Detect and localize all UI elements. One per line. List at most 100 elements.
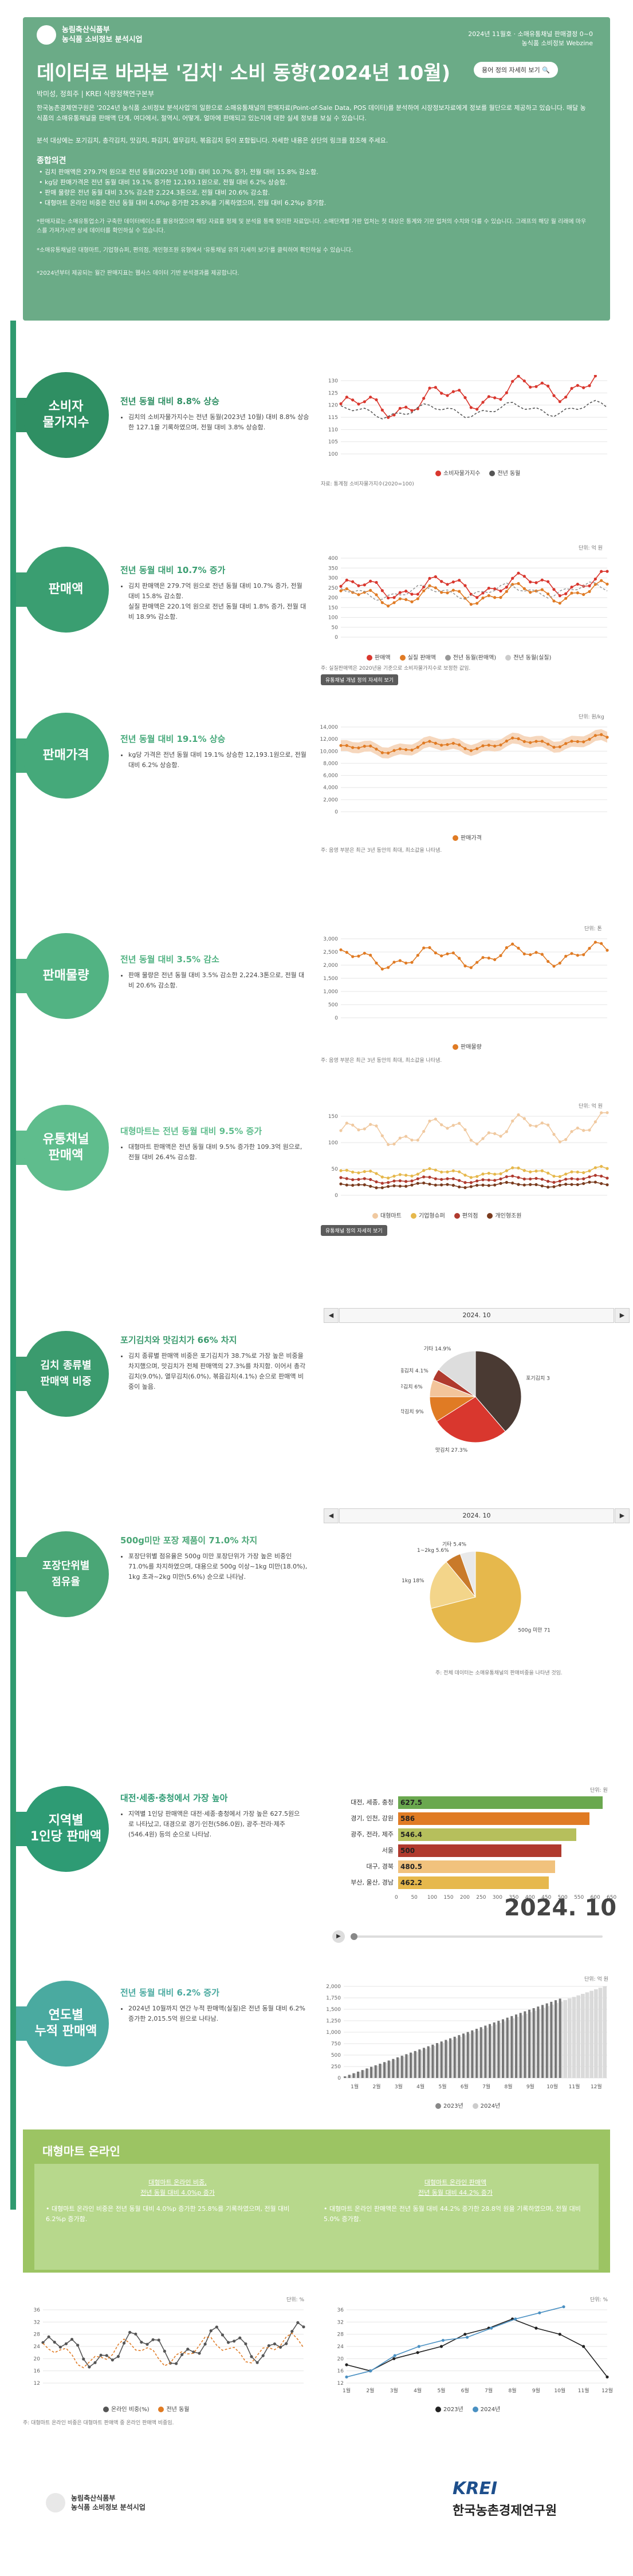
slider-handle[interactable] — [351, 1933, 357, 1940]
bar-2024 — [396, 2057, 399, 2078]
data-point — [267, 2344, 270, 2348]
data-point — [564, 596, 568, 600]
data-point — [582, 1182, 585, 1186]
bar-2023 — [581, 1994, 585, 2078]
price-chart[interactable]: 0 2,000 4,000 6,000 8,000 10,000 12,000 14,000 — [315, 721, 613, 824]
data-point — [434, 1117, 437, 1121]
y-tick-label: 110 — [328, 427, 338, 433]
data-point — [398, 597, 402, 600]
sales-chart[interactable]: 0 50 100 150 200 250 300 350 400 — [315, 552, 613, 650]
data-point — [339, 1129, 343, 1132]
region-label: 대전, 세종, 충청 — [351, 1799, 394, 1806]
data-point — [606, 1176, 609, 1180]
region-bar[interactable]: 586 — [398, 1812, 589, 1825]
y-tick-label: 28 — [34, 2332, 41, 2338]
data-point — [369, 954, 372, 957]
data-point — [475, 1183, 479, 1187]
region-bar[interactable]: 462.2 — [398, 1876, 549, 1889]
data-point — [511, 1119, 514, 1123]
bar-2024 — [383, 2062, 386, 2078]
x-tick-label: 11월 — [578, 2387, 589, 2394]
data-point — [499, 743, 502, 746]
play-icon[interactable]: ▶ — [332, 1930, 345, 1943]
data-point — [339, 948, 343, 951]
y-tick-label: 150 — [328, 1114, 338, 1120]
series-line — [340, 1182, 608, 1188]
krei-name: 한국농촌경제연구원 — [453, 2504, 557, 2518]
data-point — [440, 591, 443, 594]
next-month-button[interactable]: ▶ — [615, 1508, 630, 1523]
month-select[interactable]: 2024. 10 — [339, 1508, 614, 1523]
summary-list: • 김치 판매액은 279.7억 원으로 전년 동월(2023년 10월) 대비… — [39, 167, 589, 208]
next-month-button[interactable]: ▶ — [615, 1308, 630, 1323]
bar-2024 — [489, 2024, 491, 2078]
channel-definition-button[interactable]: 유통채널 개념 정의 자세히 보기 — [321, 674, 399, 685]
data-point — [465, 2336, 469, 2339]
cumulative-unit: 단위: 억 원 — [584, 1977, 608, 1982]
data-point — [606, 2375, 609, 2379]
data-point — [540, 381, 544, 385]
series-line — [340, 734, 608, 754]
data-point — [540, 588, 544, 591]
data-point — [493, 1172, 497, 1176]
data-point — [140, 2340, 143, 2344]
online-sales-chart[interactable]: 12 16 20 24 28 32 36 1월 2월 3월 4월 5월 6월 7월 8월 9월 10월 11월 12… — [321, 2304, 613, 2396]
section-body-item: 판매 물량은 전년 동월 대비 3.5% 감소한 2,224.3톤으로, 전월 … — [128, 970, 309, 991]
data-point — [428, 1182, 431, 1186]
prev-month-button[interactable]: ◀ — [324, 1308, 339, 1323]
section-body-item: 2024년 10월까지 연간 누적 판매액(실질)은 전년 동월 대비 6.2%… — [128, 2004, 309, 2024]
term-definition-label: 용어 정의 자세히 보기 — [482, 66, 540, 74]
region-bar[interactable]: 546.4 — [398, 1828, 577, 1841]
intro-text-2: 분석 대상에는 포기김치, 총각김치, 맛김치, 파김치, 열무김치, 볶음김치… — [37, 137, 388, 144]
bar-2024 — [537, 2006, 540, 2078]
data-point — [451, 390, 455, 393]
region-bar[interactable]: 627.5 — [398, 1796, 603, 1809]
data-point — [558, 2333, 561, 2336]
data-point — [434, 386, 437, 389]
data-point — [380, 1134, 384, 1137]
online-left-source: 주: 대형마트 온라인 비중은 대형마트 판매액 중 온라인 판매액 비중임. — [23, 2420, 174, 2426]
data-point — [522, 1183, 526, 1187]
y-tick-label: 250 — [328, 586, 338, 591]
region-bar[interactable]: 480.5 — [398, 1860, 555, 1873]
region-bar[interactable]: 500 — [398, 1844, 561, 1857]
slider-track[interactable] — [351, 1935, 603, 1938]
data-point — [505, 586, 508, 589]
month-select[interactable]: 2024. 10 — [339, 1308, 614, 1323]
data-point — [440, 1178, 443, 1181]
cumulative-chart[interactable]: 0 250 500 750 1,000 1,250 1,500 1,750 2,000 1월 2월 3… — [315, 1981, 613, 2095]
data-point — [558, 1183, 561, 1187]
volume-chart[interactable]: 0 500 1,000 1,500 2,000 2,500 3,000 — [315, 933, 613, 1030]
data-point — [511, 1174, 514, 1178]
term-definition-button[interactable]: 용어 정의 자세히 보기 🔍 — [474, 62, 558, 78]
data-point — [576, 954, 579, 957]
data-point — [446, 394, 449, 397]
data-point — [351, 746, 355, 749]
region-slider[interactable]: ▶ — [332, 1930, 607, 1943]
kind-pie-chart[interactable]: 포기김치 38.7% 맛김치 27.3% 총각김치 9% 열무김치 6% 볶음김치 4.… — [401, 1328, 550, 1465]
cpi-chart[interactable]: 100 105 110 115 120 125 130 — [315, 375, 613, 467]
data-point — [375, 1172, 378, 1175]
data-point — [398, 406, 402, 410]
channel-def-button[interactable]: 유통채널 정의 자세히 보기 — [321, 1225, 387, 1236]
data-point — [593, 1180, 597, 1184]
y-tick-label: 100 — [328, 452, 338, 457]
online-left-col: 대형마트 온라인 비중, 전년 동월 대비 4.0%p 증가 • 대형마트 온라… — [46, 2178, 309, 2225]
data-point — [416, 1139, 419, 1142]
bar-2024 — [506, 2017, 509, 2078]
channel-chart[interactable]: 0 50 100 150 — [315, 1111, 613, 1208]
data-point — [582, 1171, 585, 1175]
online-share-chart[interactable]: 12 16 20 24 28 32 36 — [17, 2304, 309, 2396]
x-tick-label: 350 — [509, 1895, 519, 1901]
bar-2024 — [344, 2076, 346, 2078]
prev-month-button[interactable]: ◀ — [324, 1508, 339, 1523]
data-point — [487, 395, 490, 398]
data-point — [404, 961, 408, 965]
x-tick-label: 300 — [492, 1895, 502, 1901]
region-month-overlay: 2024. 10 — [504, 1895, 617, 1921]
bar-2024 — [475, 2029, 478, 2078]
data-point — [606, 1167, 609, 1170]
pack-pie-chart[interactable]: 500g 미만 71% 500g~1kg 18% 1~2kg 5.6%기타 5.4% — [401, 1528, 550, 1666]
data-point — [522, 952, 526, 956]
bar-2023 — [594, 1989, 598, 2078]
